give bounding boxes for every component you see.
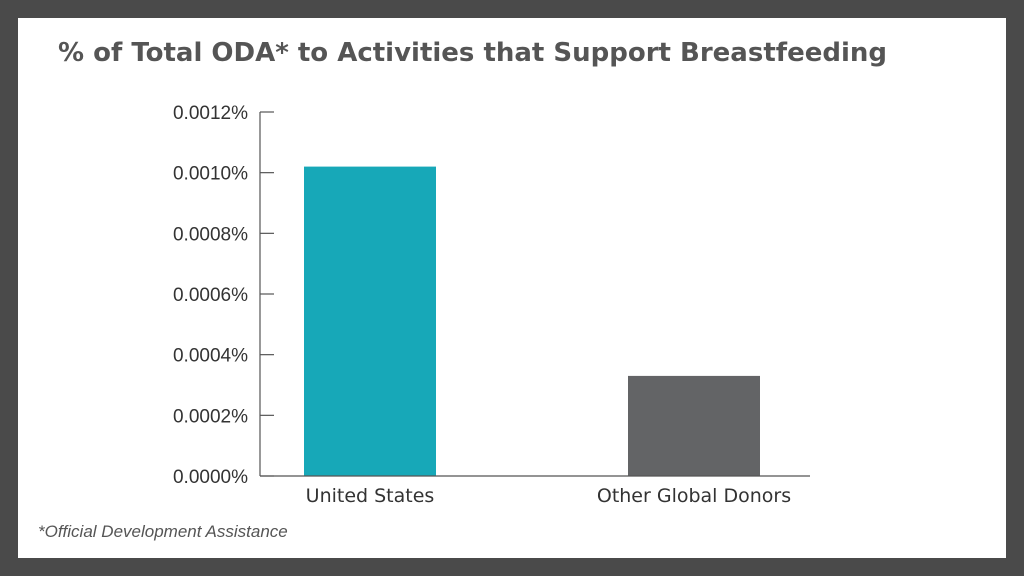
y-tick-label: 0.0004% (173, 346, 248, 367)
y-tick-label: 0.0008% (173, 224, 248, 245)
x-category-label: Other Global Donors (597, 485, 791, 507)
y-tick-label: 0.0010% (173, 164, 248, 185)
y-axis-ticks: 0.0000% 0.0002% 0.0004% 0.0006% 0.0008% 0.001… (173, 103, 274, 488)
chart-frame: % of Total ODA* to Activities that Suppo… (18, 18, 1006, 558)
bar-united-states (304, 166, 436, 476)
y-tick-label: 0.0012% (173, 103, 248, 124)
y-tick-label: 0.0000% (173, 467, 248, 488)
x-category-label: United States (306, 485, 435, 507)
bar-other-global-donors (628, 375, 760, 476)
bars (304, 166, 760, 476)
y-tick-label: 0.0006% (173, 285, 248, 306)
x-axis-labels: United States Other Global Donors (306, 485, 791, 507)
bar-chart: 0.0000% 0.0002% 0.0004% 0.0006% 0.0008% 0.001… (173, 103, 810, 507)
y-tick-label: 0.0002% (173, 406, 248, 427)
footnote: *Official Development Assistance (38, 522, 288, 541)
chart-title: % of Total ODA* to Activities that Suppo… (58, 38, 887, 68)
